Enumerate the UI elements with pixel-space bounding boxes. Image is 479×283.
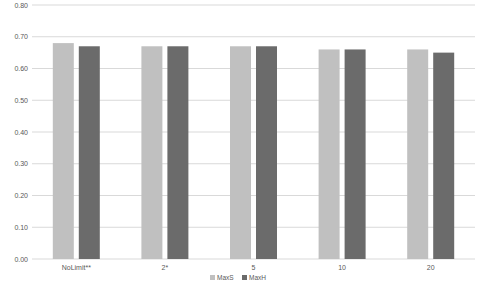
x-tick-label: NoLimit** [62, 264, 91, 271]
legend-label: MaxH [249, 274, 266, 281]
bar [79, 46, 100, 259]
x-tick-label: 20 [427, 264, 435, 271]
bar [141, 46, 162, 259]
bar [345, 49, 366, 259]
y-tick-label: 0.10 [14, 224, 28, 231]
legend-label: MaxS [217, 274, 234, 281]
bars [53, 43, 454, 259]
legend: MaxS MaxH [210, 274, 266, 281]
y-tick-label: 0.00 [14, 256, 28, 263]
y-tick-label: 0.20 [14, 192, 28, 199]
grid-line [32, 5, 475, 6]
bar [230, 46, 251, 259]
grid-line [32, 36, 475, 37]
y-tick-label: 0.30 [14, 160, 28, 167]
legend-swatch [210, 275, 215, 280]
bar [433, 53, 454, 259]
x-tick-label: 2* [162, 264, 169, 271]
bar [319, 49, 340, 259]
bar [256, 46, 277, 259]
bar [167, 46, 188, 259]
y-tick-label: 0.60 [14, 65, 28, 72]
y-tick-label: 0.40 [14, 129, 28, 136]
y-tick-label: 0.50 [14, 97, 28, 104]
x-tick-label: 10 [338, 264, 346, 271]
chart: 0.00 0.10 0.20 0.30 0.40 0.50 0.60 0.70 0.80 NoLi… [0, 0, 479, 283]
legend-swatch [242, 275, 247, 280]
y-tick-label: 0.80 [14, 2, 28, 9]
bar [53, 43, 74, 259]
x-tick-label: 5 [252, 264, 256, 271]
y-tick-label: 0.70 [14, 33, 28, 40]
bar [407, 49, 428, 259]
